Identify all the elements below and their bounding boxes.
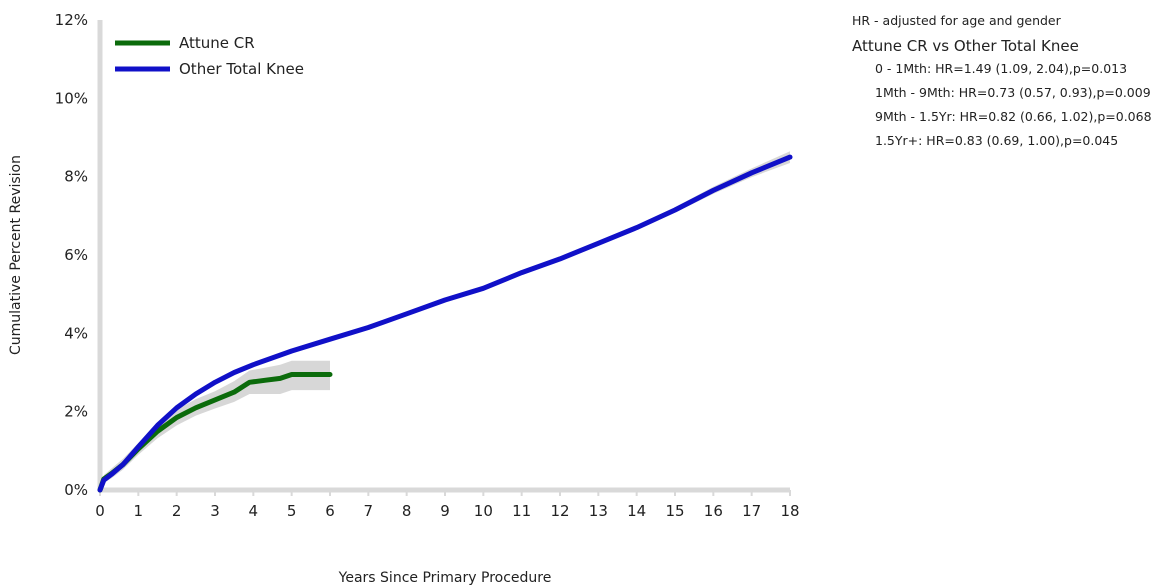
hr-row: 1.5Yr+: HR=0.83 (0.69, 1.00),p=0.045: [875, 133, 1119, 148]
x-tick-label: 8: [402, 502, 412, 520]
y-tick-label: 6%: [64, 246, 88, 264]
ci-band: [100, 360, 330, 490]
x-tick-label: 4: [249, 502, 259, 520]
y-tick-label: 2%: [64, 403, 88, 421]
y-axis-title: Cumulative Percent Revision: [8, 155, 24, 355]
hr-comparison-title: Attune CR vs Other Total Knee: [852, 37, 1079, 55]
hr-row: 1Mth - 9Mth: HR=0.73 (0.57, 0.93),p=0.00…: [875, 85, 1151, 100]
x-tick-label: 11: [512, 502, 531, 520]
series-line: [97, 154, 793, 493]
x-tick-label: 3: [210, 502, 220, 520]
survival-chart: 0 1 2 3 4 5 6 7 8 9 10 11 12 13 14 15 16 17 18 0%2%4%6%8%1…: [8, 11, 800, 586]
x-axis-title: Years Since Primary Procedure: [338, 570, 552, 586]
x-tick-label: 0: [95, 502, 105, 520]
x-tick-label: 16: [704, 502, 723, 520]
hazard-ratio-panel: HR - adjusted for age and gender Attune …: [852, 13, 1170, 157]
x-tick-label: 12: [550, 502, 569, 520]
legend-label: Other Total Knee: [179, 60, 304, 78]
legend-label: Attune CR: [179, 34, 255, 52]
hr-row: 0 - 1Mth: HR=1.49 (1.09, 2.04),p=0.013: [875, 61, 1128, 76]
y-tick-label: 8%: [64, 168, 88, 186]
x-tick-label: 1: [134, 502, 144, 520]
x-tick-label: 15: [665, 502, 684, 520]
hr-adjustment-note: HR - adjusted for age and gender: [852, 13, 1061, 28]
x-tick-label: 9: [440, 502, 450, 520]
y-tick-label: 10%: [55, 89, 88, 107]
x-tick-label: 6: [325, 502, 335, 520]
y-tick-label: 12%: [55, 11, 88, 29]
x-axis-ticks: 0 1 2 3 4 5 6 7 8 9 10 11 12 13 14 15 16 17 18: [95, 490, 800, 520]
hr-row: 9Mth - 1.5Yr: HR=0.82 (0.66, 1.02),p=0.0…: [875, 109, 1152, 124]
x-tick-label: 18: [780, 502, 799, 520]
y-axis-ticks: 0% 2% 4% 6% 8% 10% 12%: [55, 11, 88, 499]
legend: Attune CR Other Total Knee: [115, 34, 304, 78]
y-tick-label: 4%: [64, 324, 88, 342]
x-tick-label: 17: [742, 502, 761, 520]
x-tick-label: 10: [474, 502, 493, 520]
x-tick-label: 2: [172, 502, 182, 520]
x-tick-label: 14: [627, 502, 646, 520]
x-tick-label: 13: [589, 502, 608, 520]
x-tick-label: 5: [287, 502, 297, 520]
y-tick-label: 0%: [64, 481, 88, 499]
x-tick-label: 7: [364, 502, 374, 520]
series-lines: [97, 154, 793, 493]
